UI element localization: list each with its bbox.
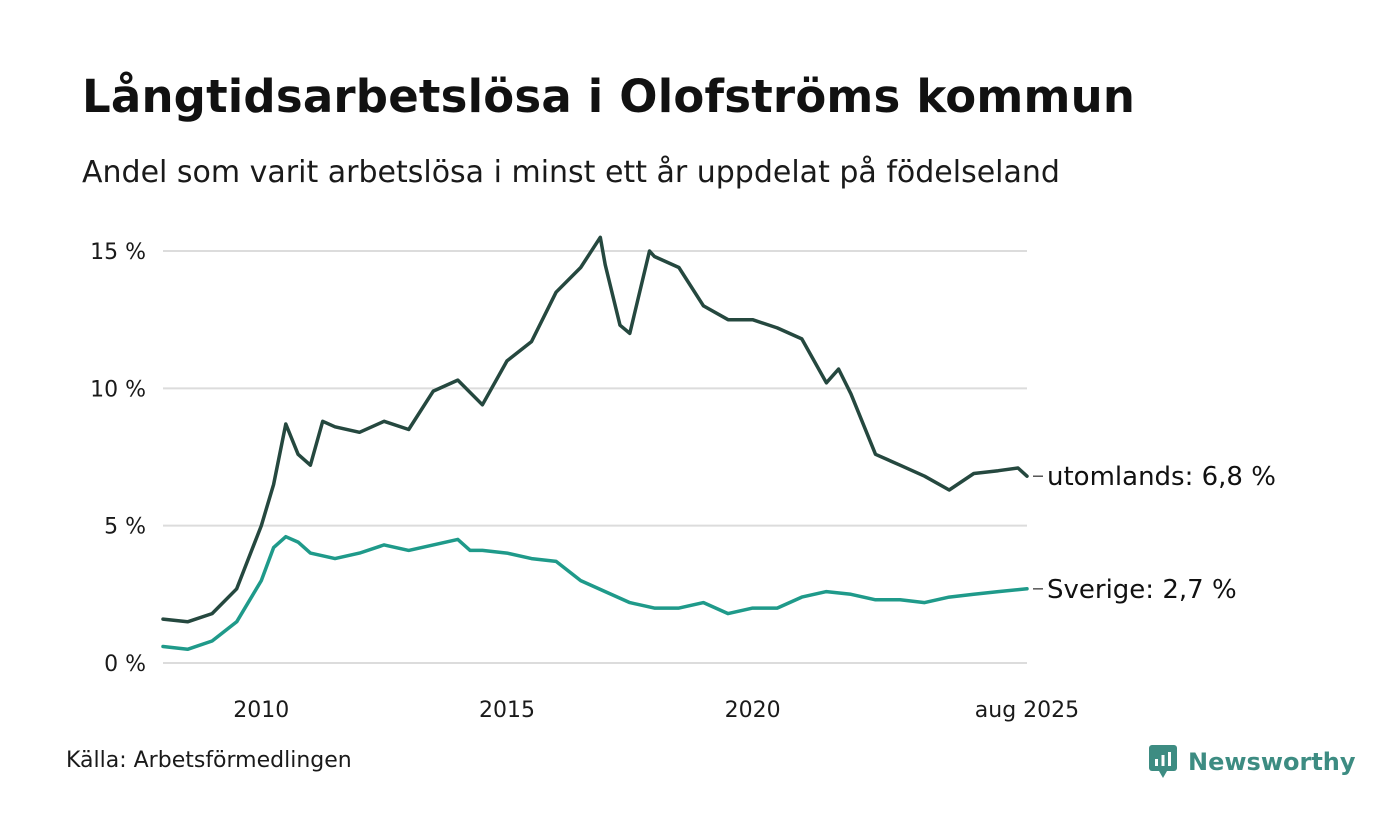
series-lines [161, 235, 1029, 652]
brand-name: Newsworthy [1188, 748, 1356, 776]
gridlines [163, 250, 1027, 664]
y-tick-label: 10 % [90, 377, 146, 402]
brand-logo: Newsworthy [1148, 744, 1356, 780]
series-end-label: Sverige: 2,7 % [1047, 575, 1237, 605]
chart-subtitle: Andel som varit arbetslösa i minst ett å… [82, 155, 1060, 190]
x-tick-label: aug 2025 [975, 698, 1079, 723]
series-end-label: utomlands: 6,8 % [1047, 462, 1276, 492]
y-tick-label: 0 % [104, 652, 146, 677]
y-tick-label: 5 % [104, 515, 146, 540]
y-tick-label: 15 % [90, 240, 146, 265]
chart-title: Långtidsarbetslösa i Olofströms kommun [82, 70, 1136, 123]
series-end-labels: utomlands: 6,8 % Sverige: 2,7 % [1033, 462, 1276, 605]
x-tick-label: 2020 [725, 698, 781, 723]
series-line-utomlands [161, 235, 1029, 624]
x-tick-label: 2010 [233, 698, 289, 723]
x-tick-label: 2015 [479, 698, 535, 723]
newsworthy-logo-icon [1149, 745, 1177, 778]
x-axis-ticks: 2010 2015 2020 aug 2025 [233, 698, 1079, 723]
source-note: Källa: Arbetsförmedlingen [66, 748, 352, 773]
y-axis-ticks: 0 % 5 % 10 % 15 % [90, 240, 146, 677]
series-line-sverige [161, 534, 1029, 652]
